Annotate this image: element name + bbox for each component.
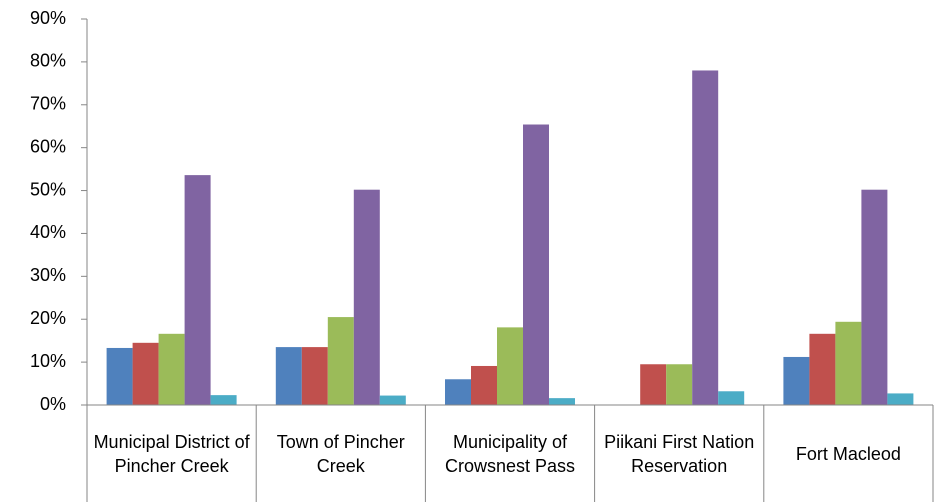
bar [640, 364, 667, 405]
y-tick-label: 90% [30, 8, 66, 28]
y-tick-label: 50% [30, 179, 66, 199]
bar [184, 175, 211, 405]
x-tick-area: Municipal District of Pincher Creek [93, 431, 250, 476]
y-tick-label: 20% [30, 308, 66, 328]
bar [158, 333, 185, 405]
bar [783, 356, 810, 405]
x-tick-area: Municipality of Crowsnest Pass [444, 431, 575, 476]
y-tick-label: 0% [40, 394, 66, 414]
bar [301, 347, 328, 405]
bar [835, 321, 862, 405]
bar [497, 327, 523, 405]
x-tick-area: Town of Pincher Creek [276, 431, 405, 476]
y-tick-label: 30% [30, 265, 66, 285]
bar [523, 124, 549, 406]
bar [692, 70, 719, 405]
x-tick-label: Municipal District of Pincher Creek [93, 431, 250, 476]
x-tick-area: Piikani First Nation Reservation [604, 431, 755, 476]
bar [809, 333, 836, 405]
y-tick-label: 40% [30, 222, 66, 242]
bar [132, 342, 159, 405]
bar [861, 189, 888, 405]
x-tick-label: Fort Macleod [795, 443, 901, 464]
bar [275, 347, 302, 405]
y-tick-label: 70% [30, 94, 66, 114]
bar [445, 379, 471, 405]
bar [549, 398, 575, 405]
y-tick-label: 10% [30, 351, 66, 371]
y-tick-label: 60% [30, 136, 66, 156]
x-tick-label: Municipality of Crowsnest Pass [444, 431, 575, 476]
bar [106, 347, 133, 405]
bar [210, 395, 237, 405]
bar [718, 391, 745, 405]
bar [471, 365, 497, 405]
x-tick-label: Town of Pincher Creek [276, 431, 405, 476]
bar [353, 189, 380, 405]
bar [327, 317, 354, 405]
bar [666, 364, 693, 405]
x-tick-area: Fort Macleod [795, 443, 901, 464]
bar [379, 395, 406, 405]
x-tick-label: Piikani First Nation Reservation [604, 431, 755, 476]
bar [887, 393, 914, 405]
y-tick-label: 80% [30, 51, 66, 71]
